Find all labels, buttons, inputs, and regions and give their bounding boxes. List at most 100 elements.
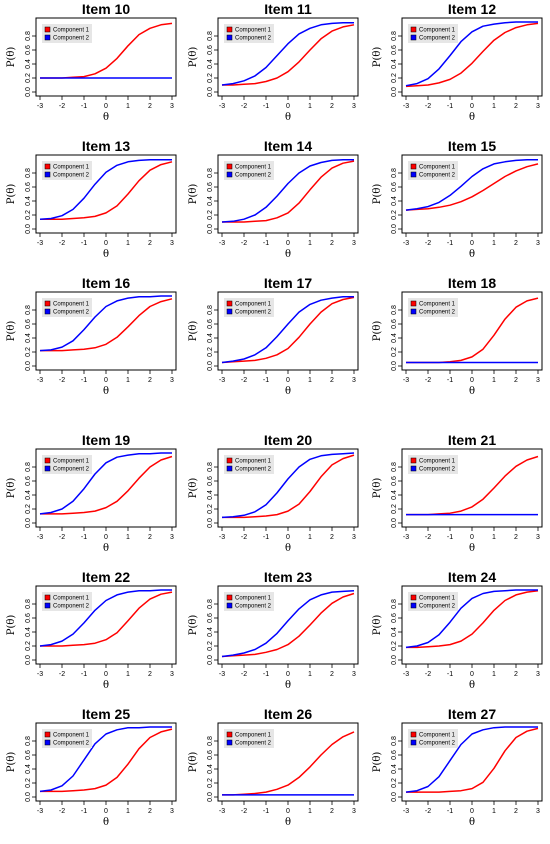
y-tick-label: 0.2	[391, 210, 398, 220]
series-line-1	[40, 455, 173, 515]
y-axis-label: P(θ)	[6, 47, 17, 68]
y-tick-label: 0.6	[25, 45, 32, 55]
x-axis-label: θ	[469, 680, 475, 691]
y-tick-label: 0.2	[25, 73, 32, 83]
x-tick-label: 2	[330, 240, 334, 247]
x-tick-label: 0	[470, 240, 474, 247]
panel-title: Item 18	[448, 275, 496, 291]
series-line-2	[405, 726, 538, 793]
x-tick-label: 1	[492, 671, 496, 678]
x-tick-label: -3	[37, 671, 43, 678]
y-tick-label: 0.8	[25, 305, 32, 315]
legend-box	[224, 161, 274, 180]
chart-panel: Item 12 -3 -2 -1 0 1 2 3 0.0 0.2 0.4 0.6 0.8 θ P(θ) Com…	[372, 1, 543, 123]
series-line-1	[406, 589, 539, 649]
legend: Component 1 Component 2	[408, 298, 458, 317]
y-tick-label: 0.6	[25, 182, 32, 192]
legend: Component 1 Component 2	[42, 161, 92, 180]
y-tick-label: 0.4	[25, 59, 32, 69]
y-tick-label: 0.6	[391, 182, 398, 192]
chart-panel: Item 23 -3 -2 -1 0 1 2 3 0.0 0.2 0.4 0.6 0.8 θ P(θ) Com…	[188, 569, 359, 691]
series-line-2	[405, 158, 538, 211]
panel-title: Item 17	[264, 275, 312, 291]
chart-panel: Item 27 -3 -2 -1 0 1 2 3 0.0 0.2 0.4 0.6 0.8 θ P(θ) Com…	[372, 706, 543, 828]
legend-label: Component 2	[53, 36, 90, 42]
legend-label: Component 1	[419, 459, 456, 465]
x-axis-label: θ	[103, 249, 109, 260]
x-tick-label: -3	[37, 534, 43, 541]
y-tick-label: 0.2	[391, 73, 398, 83]
y-tick-label: 0.6	[207, 45, 214, 55]
legend: Component 1 Component 2	[408, 24, 458, 43]
y-tick-label: 0.8	[391, 462, 398, 472]
series-line-1	[221, 296, 355, 364]
legend-label: Component 1	[53, 165, 90, 171]
x-tick-label: 2	[148, 377, 152, 384]
x-tick-label: -2	[241, 534, 247, 541]
legend-label: Component 2	[419, 467, 456, 473]
series-line-2	[221, 452, 355, 519]
legend-swatch-1	[226, 731, 233, 738]
legend-label: Component 1	[419, 302, 456, 308]
legend-swatch-1	[226, 300, 233, 307]
legend-swatch-1	[410, 594, 417, 601]
legend-swatch-1	[226, 594, 233, 601]
legend-swatch-2	[410, 34, 417, 41]
y-axis-label: P(θ)	[188, 752, 199, 773]
x-tick-label: -1	[81, 808, 87, 815]
x-axis-label: θ	[285, 112, 291, 123]
x-tick-label: 0	[104, 377, 108, 384]
x-tick-label: -1	[263, 534, 269, 541]
y-tick-label: 0.2	[207, 641, 214, 651]
x-tick-label: -3	[37, 103, 43, 110]
y-tick-label: 0.2	[207, 778, 214, 788]
x-tick-label: 3	[170, 671, 174, 678]
x-tick-label: 2	[330, 808, 334, 815]
x-tick-label: -3	[403, 377, 409, 384]
y-tick-label: 0.4	[25, 627, 32, 637]
legend-label: Component 1	[53, 733, 90, 739]
legend-box	[224, 455, 274, 474]
series-line-2	[221, 158, 354, 223]
y-tick-label: 0.4	[391, 627, 398, 637]
y-tick-label: 0.0	[25, 518, 32, 528]
x-tick-label: 2	[330, 103, 334, 110]
x-tick-label: 3	[536, 534, 540, 541]
x-tick-label: 0	[104, 240, 108, 247]
legend-label: Component 2	[235, 467, 272, 473]
legend-label: Component 2	[419, 310, 456, 316]
x-tick-label: -1	[263, 377, 269, 384]
legend-swatch-2	[410, 602, 417, 609]
x-tick-label: 3	[170, 808, 174, 815]
legend: Component 1 Component 2	[42, 455, 92, 474]
x-tick-label: -2	[241, 808, 247, 815]
legend-label: Component 1	[235, 28, 272, 34]
legend: Component 1 Component 2	[224, 455, 274, 474]
x-axis-label: θ	[469, 112, 475, 123]
legend: Component 1 Component 2	[408, 729, 458, 748]
x-tick-label: 0	[470, 671, 474, 678]
x-tick-label: 1	[126, 103, 130, 110]
x-axis-label: θ	[285, 386, 291, 397]
x-axis-label: θ	[285, 543, 291, 554]
y-tick-label: 0.0	[391, 655, 398, 665]
x-tick-label: 1	[308, 377, 312, 384]
x-tick-label: 0	[104, 808, 108, 815]
x-tick-label: -3	[403, 534, 409, 541]
x-tick-label: -1	[81, 240, 87, 247]
x-tick-label: -3	[219, 103, 225, 110]
series-line-1	[222, 160, 355, 223]
chart-panel: Item 15 -3 -2 -1 0 1 2 3 0.0 0.2 0.4 0.6 0.8 θ P(θ) Com…	[372, 138, 543, 260]
y-tick-label: 0.4	[391, 196, 398, 206]
legend-label: Component 1	[235, 733, 272, 739]
x-tick-label: -1	[447, 808, 453, 815]
x-tick-label: 1	[308, 103, 312, 110]
y-tick-label: 0.8	[207, 599, 214, 609]
x-tick-label: 0	[470, 534, 474, 541]
legend-box	[408, 161, 458, 180]
panel-title: Item 22	[82, 569, 130, 585]
legend-swatch-1	[44, 26, 51, 33]
y-tick-label: 0.0	[25, 655, 32, 665]
y-axis-label: P(θ)	[6, 321, 17, 342]
legend-label: Component 2	[53, 604, 90, 610]
